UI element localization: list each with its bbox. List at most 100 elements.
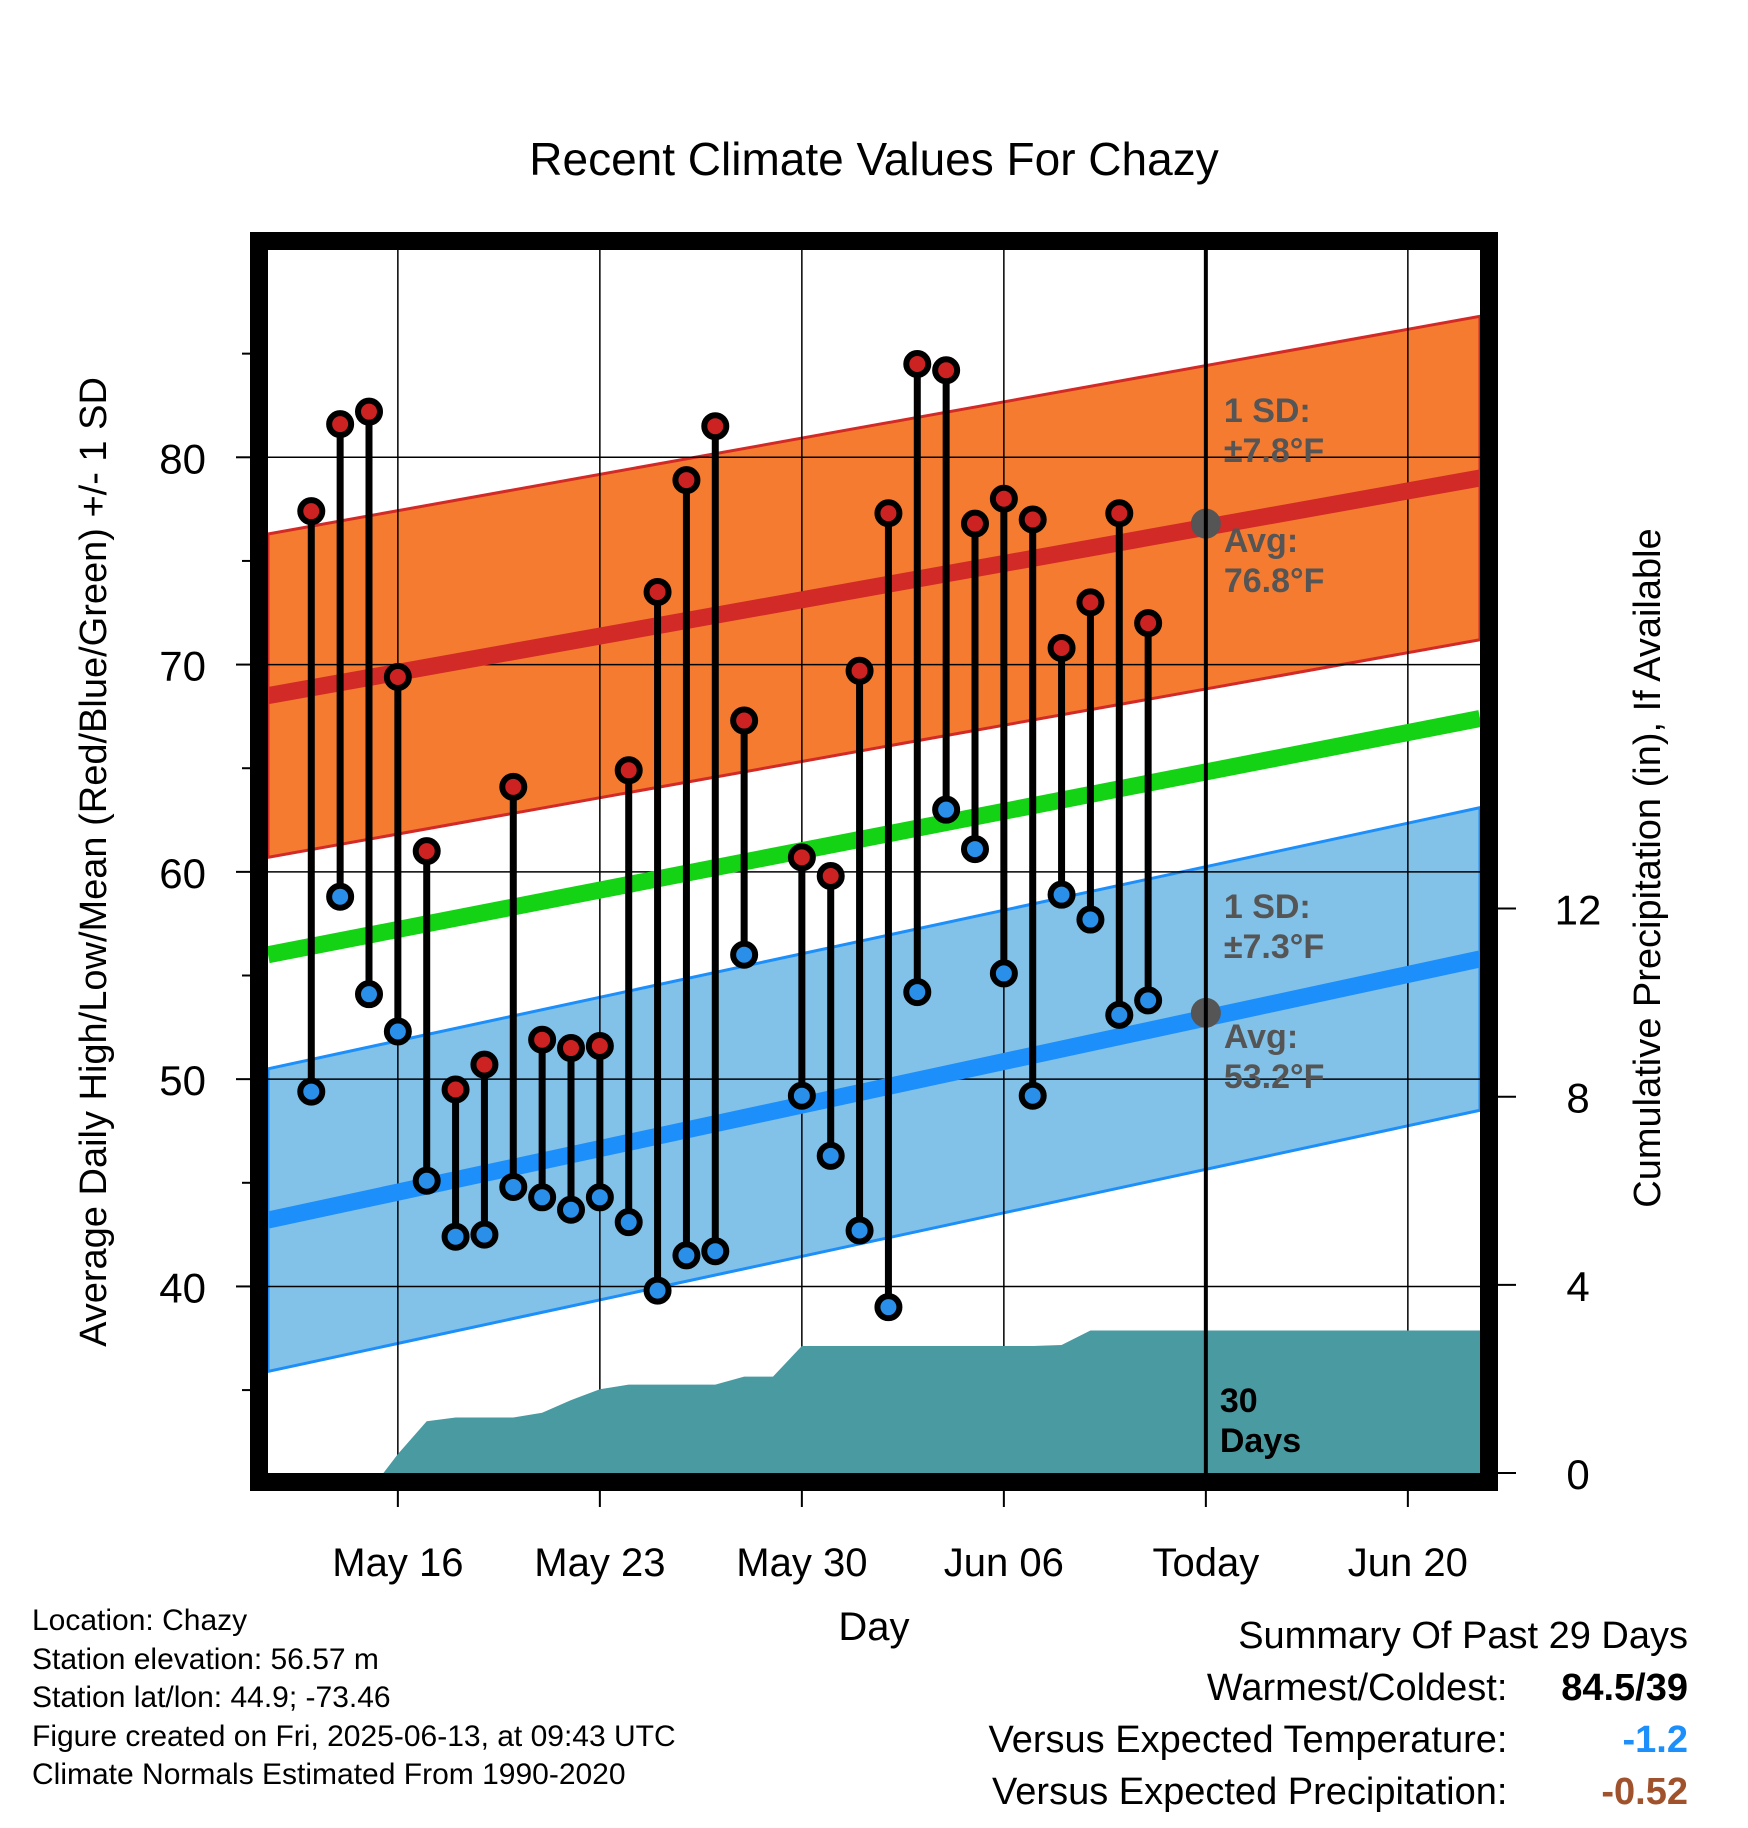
x-tick-label: Jun 20 [1348, 1541, 1468, 1585]
high-point [643, 578, 672, 607]
high-point [441, 1075, 470, 1104]
left-tick-label: 50 [159, 1057, 206, 1104]
annotations: 1 SD: ±7.8°F Avg: 76.8°F 1 SD: ±7.3°F Avg: 53.2… [1203, 250, 1325, 1473]
high-point [787, 843, 816, 872]
left-axis-label: Average Daily High/Low/Mean (Red/Blue/Gr… [73, 377, 115, 1347]
x-axis-label: Day [838, 1605, 909, 1649]
precipitation-fill [383, 1330, 1480, 1473]
summary-panel: Summary Of Past 29 Days Warmest/Coldest:… [989, 1610, 1688, 1818]
low-point [412, 1166, 441, 1195]
low-point [989, 959, 1018, 988]
precipitation-area [383, 1330, 1480, 1473]
low-avg-label: Avg: 53.2°F [1224, 1018, 1325, 1096]
low-point [326, 882, 355, 911]
station-info: Location: Chazy Station elevation: 56.57… [32, 1602, 676, 1795]
high-point [557, 1034, 585, 1063]
low-point [1076, 905, 1105, 934]
low-point [470, 1220, 499, 1249]
low-point [441, 1222, 470, 1251]
high-point [672, 466, 701, 495]
high-point [297, 497, 326, 526]
warm-cold-value: 84.5/39 [1561, 1667, 1688, 1709]
high-point [989, 484, 1018, 513]
precip-label: Versus Expected Precipitation: [992, 1771, 1508, 1813]
precip-value: -0.52 [1601, 1771, 1688, 1813]
low-point [874, 1293, 903, 1322]
high-point [874, 499, 903, 528]
low-point [1105, 1000, 1134, 1029]
summary-title: Summary Of Past 29 Days [1238, 1615, 1688, 1657]
high-point [1076, 588, 1105, 617]
low-point [816, 1141, 845, 1170]
elevation-text: Station elevation: 56.57 m [32, 1642, 379, 1676]
summary-precip: Versus Expected Precipitation: -0.52 [989, 1766, 1688, 1818]
mean-normal-line [266, 710, 1482, 964]
high-point [585, 1031, 614, 1060]
right-tick-label: 8 [1566, 1075, 1589, 1122]
summary-warm-cold: Warmest/Coldest: 84.5/39 [989, 1662, 1688, 1714]
days-label: 30 Days [1220, 1382, 1301, 1460]
low-normal-line [266, 950, 1482, 1229]
low-point [1134, 986, 1163, 1015]
high-point [1105, 499, 1134, 528]
high-sd-label: 1 SD: ±7.8°F [1224, 392, 1324, 470]
left-tick-label: 80 [159, 435, 206, 482]
latlon-text: Station lat/lon: 44.9; -73.46 [32, 1681, 391, 1714]
high-point [932, 356, 961, 385]
normals-text: Climate Normals Estimated From 1990-2020 [32, 1758, 626, 1791]
high-point [730, 706, 759, 735]
low-point [1018, 1081, 1047, 1110]
high-point [1018, 505, 1047, 534]
low-point [1047, 880, 1076, 909]
low-sd-label: 1 SD: ±7.3°F [1224, 888, 1324, 966]
high-point [1047, 633, 1076, 662]
x-tick-label: Jun 06 [944, 1541, 1064, 1585]
high-point [326, 410, 355, 439]
x-tick-label: Today [1152, 1541, 1259, 1585]
high-point [961, 509, 989, 538]
high-avg-label: Avg: 76.8°F [1224, 522, 1325, 600]
low-point [614, 1208, 643, 1237]
low-point [903, 978, 932, 1007]
right-tick-label: 4 [1566, 1263, 1589, 1310]
high-point [816, 862, 845, 891]
high-point [614, 756, 643, 785]
low-point [730, 940, 759, 969]
low-point [787, 1081, 816, 1110]
high-point [412, 837, 441, 866]
high-normal-line [266, 469, 1482, 705]
high-point [701, 412, 730, 441]
x-tick-label: May 23 [534, 1541, 665, 1585]
low-point [701, 1237, 730, 1266]
right-axis-label: Cumulative Precipitation (in), If Availa… [1627, 528, 1669, 1207]
left-tick-label: 60 [159, 850, 206, 897]
x-tick-label: May 16 [332, 1541, 463, 1585]
location-text: Location: Chazy [32, 1604, 248, 1637]
temp-label: Versus Expected Temperature: [988, 1719, 1508, 1761]
low-point [528, 1183, 557, 1212]
left-tick-label: 40 [159, 1264, 206, 1311]
daily-dots [297, 350, 1163, 1322]
temp-value: -1.2 [1622, 1719, 1688, 1761]
low-point [961, 835, 989, 864]
low-point [932, 795, 961, 824]
low-point [585, 1183, 614, 1212]
daily-range-stems [307, 364, 1152, 1308]
low-point [383, 1017, 412, 1046]
chart-title: Recent Climate Values For Chazy [529, 133, 1218, 185]
high-point [528, 1025, 557, 1054]
low-point [355, 980, 383, 1009]
high-point [845, 656, 874, 685]
x-tick-label: May 30 [736, 1541, 867, 1585]
right-tick-label: 12 [1555, 887, 1602, 934]
high-point [470, 1050, 499, 1079]
warm-cold-label: Warmest/Coldest: [1206, 1667, 1508, 1709]
low-point [845, 1216, 874, 1245]
right-tick-label: 0 [1566, 1451, 1589, 1498]
high-point [355, 397, 383, 426]
high-point [499, 772, 528, 801]
low-point [297, 1077, 326, 1106]
plot-frame [250, 232, 1498, 1491]
low-point [672, 1241, 701, 1270]
